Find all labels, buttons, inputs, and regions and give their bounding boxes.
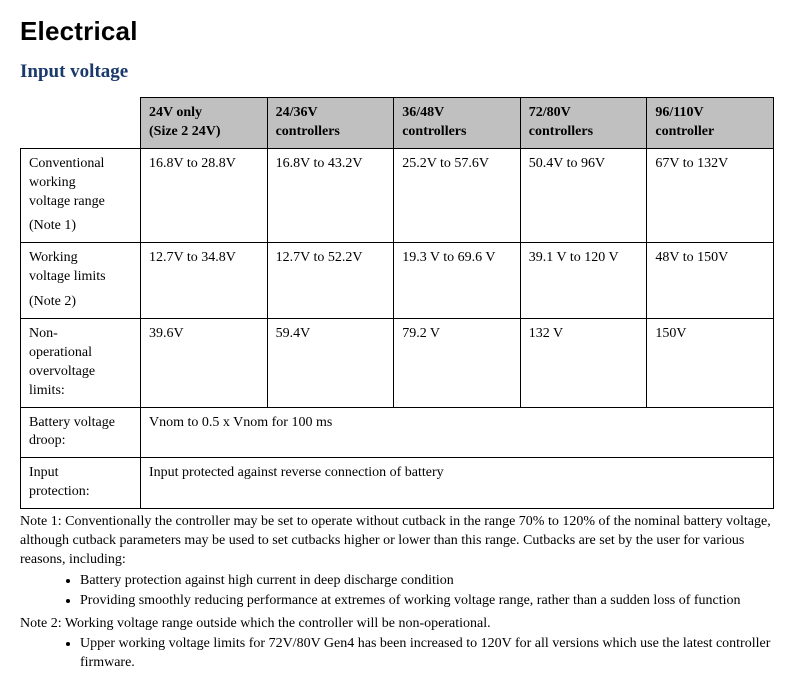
row-label-line: Working <box>29 249 132 268</box>
note1-bullet: Battery protection against high current … <box>80 572 774 591</box>
row-label-line: Conventional <box>29 155 132 174</box>
row-label-line: voltage range <box>29 193 132 212</box>
section-subtitle: Input voltage <box>20 61 774 83</box>
table-cell: 16.8V to 28.8V <box>141 148 268 243</box>
table-cell: 39.1 V to 120 V <box>520 243 647 319</box>
row-label-line: protection: <box>29 483 132 502</box>
row-label-line: operational <box>29 344 132 363</box>
column-header-line1: 96/110V <box>655 104 765 123</box>
row-label: Workingvoltage limits (Note 2) <box>21 243 141 319</box>
column-header-line1: 24V only <box>149 104 259 123</box>
row-label: Battery voltagedroop: <box>21 407 141 458</box>
table-cell: 25.2V to 57.6V <box>394 148 521 243</box>
column-header: 36/48Vcontrollers <box>394 98 521 149</box>
column-header: 24/36Vcontrollers <box>267 98 394 149</box>
row-label-note: (Note 1) <box>29 217 132 236</box>
page-title: Electrical <box>20 16 774 47</box>
table-cell: 150V <box>647 319 774 408</box>
note1-intro: Note 1: Conventionally the controller ma… <box>20 513 774 570</box>
column-header: 72/80Vcontrollers <box>520 98 647 149</box>
row-label-line: limits: <box>29 382 132 401</box>
table-cell: 39.6V <box>141 319 268 408</box>
column-header-line1: 36/48V <box>402 104 512 123</box>
table-cell: 19.3 V to 69.6 V <box>394 243 521 319</box>
note1-bullet: Providing smoothly reducing performance … <box>80 592 774 611</box>
table-row: Conventionalworkingvoltage range (Note 1)… <box>21 148 774 243</box>
table-cell-span: Vnom to 0.5 x Vnom for 100 ms <box>141 407 774 458</box>
column-header: 96/110Vcontroller <box>647 98 774 149</box>
note2-intro: Note 2: Working voltage range outside wh… <box>20 615 774 634</box>
voltage-table: 24V only(Size 2 24V)24/36Vcontrollers36/… <box>20 97 774 509</box>
column-header: 24V only(Size 2 24V) <box>141 98 268 149</box>
notes-section: Note 1: Conventionally the controller ma… <box>20 513 774 673</box>
row-label: Conventionalworkingvoltage range (Note 1) <box>21 148 141 243</box>
column-header-line1: 24/36V <box>276 104 386 123</box>
table-cell: 67V to 132V <box>647 148 774 243</box>
table-cell: 12.7V to 34.8V <box>141 243 268 319</box>
table-row: Workingvoltage limits (Note 2) 12.7V to 34… <box>21 243 774 319</box>
table-cell: 50.4V to 96V <box>520 148 647 243</box>
row-label-line: overvoltage <box>29 363 132 382</box>
note1-bullets: Battery protection against high current … <box>20 572 774 611</box>
table-row: Non-operationalovervoltagelimits:39.6V59… <box>21 319 774 408</box>
row-label-line: Non- <box>29 325 132 344</box>
column-header-line1: 72/80V <box>529 104 639 123</box>
table-body: 24V only(Size 2 24V)24/36Vcontrollers36/… <box>21 98 774 509</box>
column-header-line2: (Size 2 24V) <box>149 123 259 142</box>
row-label-line: Battery voltage <box>29 414 132 433</box>
row-label-line: voltage limits <box>29 268 132 287</box>
row-label-line: droop: <box>29 432 132 451</box>
row-label-line: Input <box>29 464 132 483</box>
row-label: Non-operationalovervoltagelimits: <box>21 319 141 408</box>
table-cell: 48V to 150V <box>647 243 774 319</box>
table-cell: 59.4V <box>267 319 394 408</box>
table-cell: 16.8V to 43.2V <box>267 148 394 243</box>
row-label: Inputprotection: <box>21 458 141 509</box>
table-cell-span: Input protected against reverse connecti… <box>141 458 774 509</box>
row-label-line: working <box>29 174 132 193</box>
column-header-line2: controllers <box>402 123 512 142</box>
row-label-note: (Note 2) <box>29 293 132 312</box>
note2-bullet: Upper working voltage limits for 72V/80V… <box>80 635 774 673</box>
header-blank <box>21 98 141 149</box>
table-row: Battery voltagedroop:Vnom to 0.5 x Vnom … <box>21 407 774 458</box>
table-cell: 132 V <box>520 319 647 408</box>
table-cell: 79.2 V <box>394 319 521 408</box>
table-row: Inputprotection:Input protected against … <box>21 458 774 509</box>
column-header-line2: controller <box>655 123 765 142</box>
note2-bullets: Upper working voltage limits for 72V/80V… <box>20 635 774 673</box>
table-cell: 12.7V to 52.2V <box>267 243 394 319</box>
column-header-line2: controllers <box>529 123 639 142</box>
column-header-line2: controllers <box>276 123 386 142</box>
